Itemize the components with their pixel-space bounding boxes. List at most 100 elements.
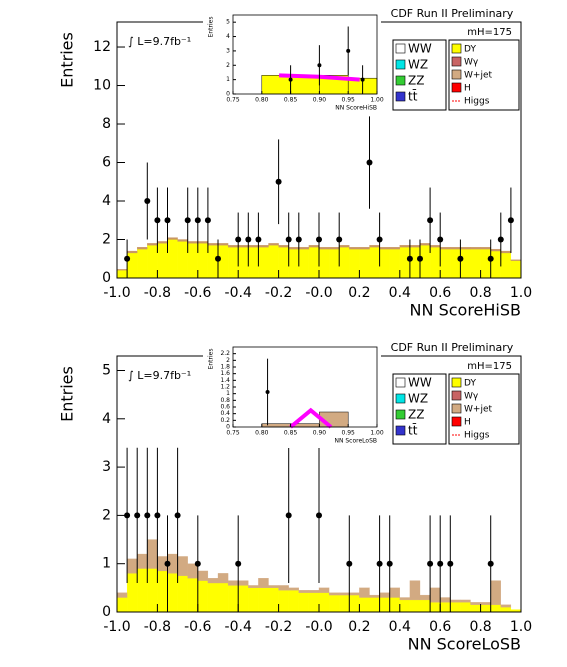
x-tick-label: 0.75: [226, 97, 240, 104]
y-tick-label: 1.4: [220, 377, 230, 384]
stack-segment: [278, 247, 289, 279]
stack-segment: [137, 248, 148, 279]
stack-segment: [359, 597, 370, 613]
stack-segment: [480, 602, 491, 605]
stack-segment: [167, 573, 178, 613]
stack-segment: [217, 582, 229, 613]
stack-segment: [147, 568, 158, 613]
stack-segment: [429, 587, 441, 603]
stack-segment: [369, 245, 380, 248]
signal-line: [289, 407, 333, 429]
legend-swatch: [395, 409, 406, 420]
stack-segment: [339, 594, 350, 613]
stack-segment: [490, 250, 501, 279]
y-tick-label: 0: [102, 270, 111, 286]
stack-segment: [460, 248, 471, 279]
legend-label: Wγ: [464, 392, 479, 402]
stack-segment: [147, 245, 158, 279]
stack-segment: [197, 580, 209, 613]
data-point: [437, 560, 444, 567]
data-point: [194, 560, 201, 567]
x-tick-label: -0.0: [305, 285, 332, 301]
stack-segment: [207, 582, 219, 613]
y-tick-label: 1.6: [220, 370, 230, 377]
legend-label: tt̄: [408, 423, 418, 437]
y-tick-label: 4: [102, 411, 111, 427]
data-point: [317, 63, 322, 68]
y-tick-label: 0.2: [220, 417, 230, 424]
y-tick-label: 1.8: [220, 364, 230, 371]
inset-frame: [232, 14, 378, 95]
data-point: [376, 236, 383, 243]
legend-swatch: [451, 82, 462, 93]
data-point: [134, 512, 141, 519]
legend-swatch: [451, 390, 462, 401]
data-point: [487, 560, 494, 567]
stack-segment: [460, 247, 471, 250]
chart-title: CDF Run II Preliminary: [391, 7, 514, 20]
stack-segment: [389, 248, 400, 279]
stack-segment: [318, 248, 330, 279]
stack-segment: [238, 245, 249, 248]
stack-segment: [328, 247, 340, 250]
stack-segment: [440, 247, 451, 250]
x-tick-label: 0.85: [284, 430, 298, 437]
stack-segment: [500, 607, 512, 613]
stack-segment: [227, 245, 239, 248]
inset-y-label: Entries: [208, 17, 215, 38]
stack-segment: [258, 245, 269, 248]
x-tick-label: 1.0: [510, 619, 532, 635]
y-tick-label: 4: [102, 193, 111, 209]
stack-segment: [460, 599, 471, 603]
legend-swatch: [451, 416, 462, 427]
stack-segment: [278, 245, 289, 248]
stack-segment: [470, 247, 481, 250]
stack-segment: [147, 539, 158, 569]
y-tick-label: 0: [226, 91, 230, 98]
stack-segment: [187, 578, 198, 613]
stack-segment: [409, 247, 421, 279]
stack-segment: [369, 597, 380, 613]
data-point: [386, 560, 393, 567]
stack-segment: [217, 573, 229, 584]
legend-swatch: [395, 377, 406, 388]
luminosity: ∫ L=9.7fb⁻¹: [128, 35, 191, 48]
x-tick-label: 0.8: [469, 619, 491, 635]
data-point: [235, 236, 242, 243]
y-tick-label: 2: [226, 62, 230, 69]
x-tick-label: 1.0: [510, 285, 532, 301]
stack-segment: [359, 587, 370, 598]
y-tick-label: 6: [102, 155, 111, 171]
stack-segment: [500, 252, 512, 279]
stack-segment: [157, 243, 168, 279]
stack-segment: [137, 568, 148, 613]
stack-segment: [238, 580, 249, 586]
x-tick-label: -1.0: [103, 285, 130, 301]
stack-segment: [268, 243, 279, 246]
inset-x-label: NN ScoreHiSB: [335, 105, 377, 112]
x-tick-label: 0.4: [389, 619, 411, 635]
x-tick-label: -0.6: [184, 285, 211, 301]
stack-segment: [328, 594, 340, 613]
data-point: [487, 255, 494, 262]
stack-segment: [440, 602, 451, 613]
data-point: [417, 255, 423, 262]
stack-segment: [429, 602, 441, 613]
data-point: [255, 236, 262, 243]
data-point: [507, 217, 514, 224]
stack-segment: [510, 259, 522, 261]
stack-segment: [500, 604, 512, 608]
data-point: [316, 512, 322, 519]
inset-bar: [261, 75, 291, 95]
stack-segment: [197, 241, 209, 244]
legend-label: DY: [464, 45, 476, 55]
y-tick-label: 2: [102, 507, 111, 523]
data-point: [144, 198, 151, 205]
y-axis-label: Entries: [58, 32, 77, 88]
stack-segment: [318, 587, 330, 593]
stack-segment: [318, 247, 330, 250]
legend-label: WZ: [408, 392, 428, 406]
data-point: [360, 77, 365, 82]
data-point: [288, 77, 293, 82]
legend-label: H: [464, 84, 471, 94]
